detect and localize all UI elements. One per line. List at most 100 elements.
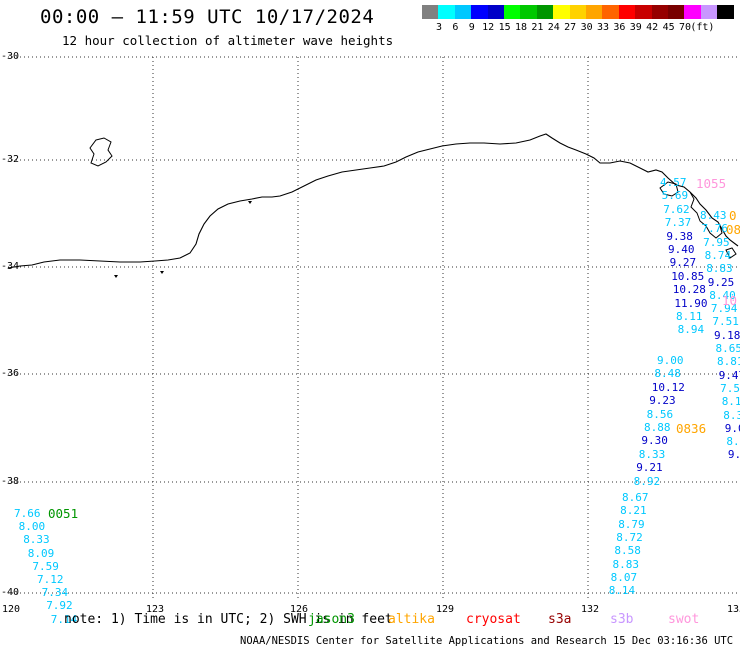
legend-label: 6	[452, 22, 459, 33]
legend-swatch	[586, 5, 603, 19]
legend-swatch	[504, 5, 521, 19]
wave-height-value: 5.69	[661, 189, 689, 203]
wave-height-value: 7.54	[720, 381, 740, 395]
wave-height-value: 9.09	[724, 421, 740, 435]
wave-height-value: 8.94	[677, 323, 705, 337]
latitude-label: -32	[1, 154, 20, 165]
wave-height-value: 10.85	[671, 269, 705, 283]
footer-note: note: 1) Time is in UTC; 2) SWH is in fe…	[64, 612, 393, 627]
edge-label: 0	[729, 208, 737, 223]
wave-height-value: 8.92	[633, 474, 661, 488]
legend-swatch	[635, 5, 653, 19]
wave-height-value: 8.88	[644, 421, 671, 434]
wave-height-value: 8.07	[610, 570, 638, 584]
coast-mark	[248, 201, 252, 204]
satellite-name: s3a	[548, 612, 572, 627]
legend-swatch	[668, 5, 685, 19]
longitude-label: 132	[581, 604, 600, 615]
wave-height-value: 4.57	[660, 176, 687, 189]
legend-swatch	[487, 5, 505, 19]
legend-label: 30	[580, 22, 593, 33]
legend-label: 24	[547, 22, 560, 33]
island-small	[725, 247, 737, 259]
legend-swatch	[536, 5, 554, 19]
wave-height-value: 10.28	[672, 283, 706, 297]
wave-height-value: 7.66	[14, 507, 41, 520]
wave-height-value: 8.81	[717, 355, 740, 369]
longitude-label: 129	[436, 604, 455, 615]
wave-height-value: 9.40	[668, 243, 695, 256]
satellite-name: jason3	[308, 612, 355, 627]
graticule	[8, 56, 738, 600]
legend-label: 3	[435, 22, 443, 33]
edge-label: 08	[726, 222, 740, 237]
longitude-label: 120	[2, 604, 21, 615]
legend-label: 39	[629, 22, 642, 33]
wave-height-value: 7.51	[712, 315, 739, 329]
wave-height-value: 7.14	[50, 612, 78, 626]
pass-time-label: 1055	[696, 176, 727, 191]
legend-label: 15	[498, 22, 511, 33]
legend-label: 18	[514, 22, 528, 33]
wave-height-value: 8.56	[646, 407, 674, 421]
legend-swatch	[471, 5, 489, 19]
longitude-label: 126	[290, 604, 309, 615]
legend-swatch	[618, 5, 636, 19]
edge-label: 10	[722, 293, 738, 308]
wave-height-value: 8.72	[616, 530, 643, 544]
wave-height-value: 8.10	[721, 395, 740, 409]
wave-height-value: 8.48	[654, 367, 681, 381]
legend-label: 27	[564, 22, 577, 33]
wave-height-value: 8.21	[620, 504, 647, 518]
wave-height-value: 8.74	[704, 248, 732, 262]
legend-label: 9	[468, 22, 475, 33]
footer-credit: NOAA/NESDIS Center for Satellite Applica…	[240, 635, 740, 647]
wave-height-value: 8.40	[709, 288, 736, 302]
wave-height-value: 8.79	[618, 517, 645, 531]
satellite-name: s3b	[610, 612, 634, 627]
satellite-name: altika	[388, 612, 435, 627]
legend-swatch	[717, 5, 735, 19]
wave-height-value: 9.18	[713, 328, 740, 342]
legend-swatch	[520, 5, 538, 19]
wave-height-value: 9.23	[649, 394, 676, 408]
wave-height-value: 7.34	[41, 586, 69, 600]
wave-height-value: 7.94	[710, 302, 738, 316]
wave-height-value: 7.62	[663, 202, 690, 216]
island-north	[89, 137, 113, 167]
wave-height-value: 9.27	[669, 256, 697, 270]
wave-height-value: 9.25	[707, 275, 735, 289]
satellite-name: swot	[668, 612, 700, 627]
coast-marks	[114, 201, 252, 278]
coastline-inlet	[689, 191, 723, 239]
wave-height-value: 8.65	[715, 342, 740, 355]
wave-height-value: 9.21	[636, 461, 663, 475]
wave-height-value: 9.47	[718, 368, 740, 382]
coast-mark	[160, 271, 164, 274]
wave-height-value: 8.11	[676, 310, 703, 323]
legend-swatch	[569, 5, 587, 19]
wave-height-value: 11.90	[674, 296, 708, 310]
wave-height-value: 8.38	[723, 408, 740, 422]
legend-label: 70	[678, 22, 692, 33]
legend-swatch	[684, 5, 702, 19]
wave-height-value: 8.83	[612, 557, 640, 571]
legend-swatch	[438, 5, 456, 19]
coast-mark	[114, 275, 118, 278]
wave-height-value: 8.43	[700, 209, 727, 222]
coastline-mainland	[7, 133, 739, 269]
latitude-label: -38	[1, 476, 20, 487]
wave-height-value: 7.92	[46, 599, 73, 613]
latitude-label: -36	[1, 368, 20, 379]
wave-height-value: 7.59	[32, 559, 59, 573]
wave-height-value: 7.76	[701, 222, 729, 236]
wave-height-value: 10.12	[651, 380, 685, 394]
latitude-label: -40	[1, 587, 20, 598]
legend-swatch	[553, 5, 571, 19]
wave-height-value: 8.83	[706, 262, 733, 276]
pass-time-label: 0051	[48, 506, 79, 521]
legend-unit: (ft)	[690, 22, 715, 33]
satellite-name: cryosat	[466, 612, 521, 627]
